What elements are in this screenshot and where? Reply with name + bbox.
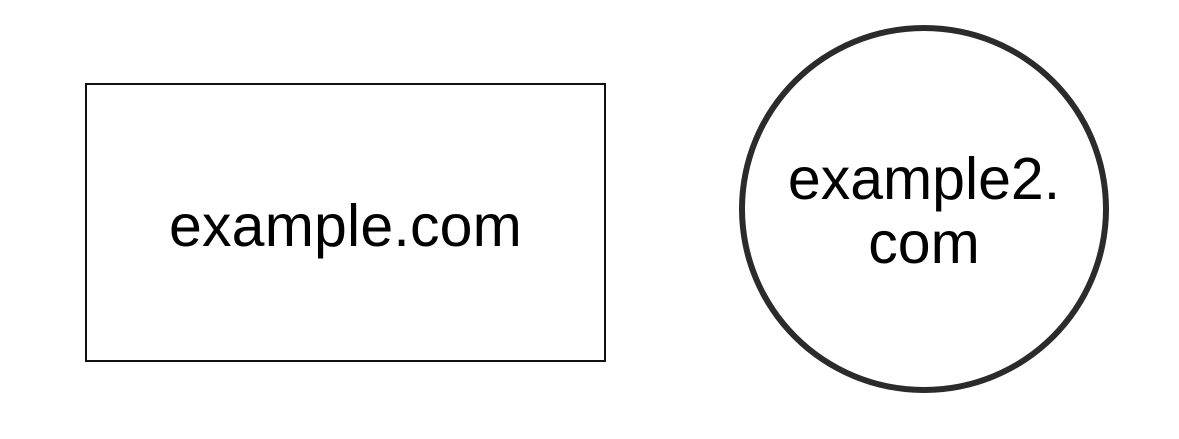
circle-node-label-line-1: example2. [787,146,1061,213]
rectangle-node: example.com [85,83,606,362]
circle-node-label: example2. com [788,148,1060,275]
circle-node-label-line-2: com [868,210,980,276]
circle-node: example2. com [739,25,1109,393]
rectangle-node-label: example.com [168,193,523,259]
